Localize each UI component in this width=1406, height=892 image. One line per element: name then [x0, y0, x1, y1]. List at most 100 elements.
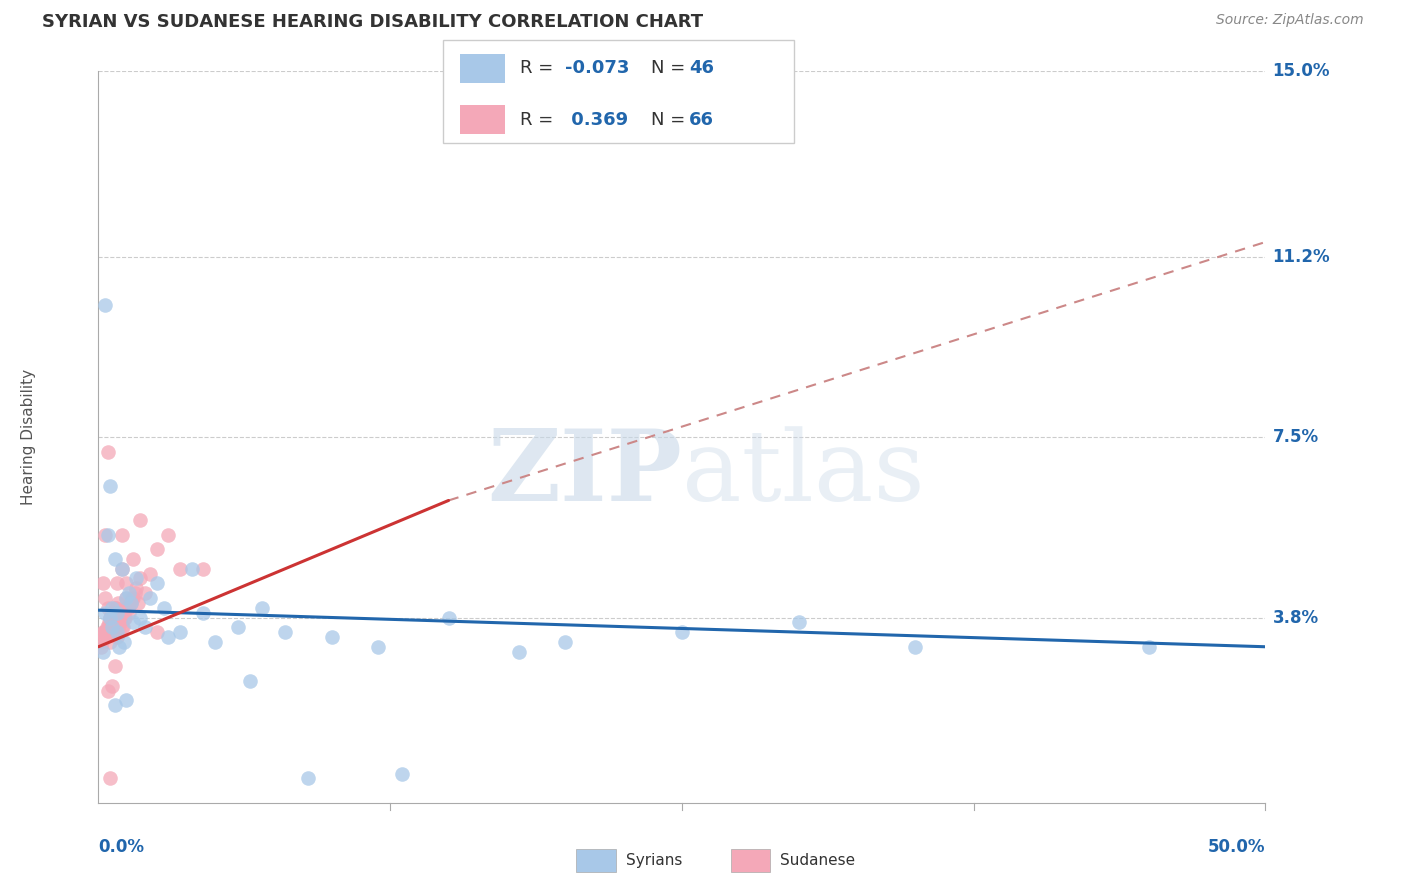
Point [157, 630, 180, 644]
Point [671, 625, 693, 640]
Point [91, 576, 114, 591]
Point [297, 772, 319, 786]
Point [122, 591, 145, 605]
Point [111, 620, 134, 634]
Point [134, 620, 156, 634]
Point [122, 615, 145, 630]
Point [97, 527, 120, 541]
Text: R =: R = [520, 60, 560, 78]
Text: Sudanese: Sudanese [780, 854, 855, 868]
Point [90, 635, 112, 649]
Point [115, 591, 138, 605]
Text: 15.0%: 15.0% [1272, 62, 1330, 80]
Point [193, 562, 215, 576]
Point [118, 586, 141, 600]
Text: 3.8%: 3.8% [1272, 608, 1319, 626]
Point [98, 772, 121, 786]
Point [104, 625, 127, 640]
Text: Source: ZipAtlas.com: Source: ZipAtlas.com [1216, 13, 1364, 28]
Point [193, 606, 215, 620]
Point [111, 562, 134, 576]
Point [118, 606, 141, 620]
Point [101, 620, 124, 634]
Point [274, 625, 297, 640]
Point [94, 591, 117, 605]
Point [146, 625, 169, 640]
Point [108, 615, 131, 630]
Point [94, 606, 117, 620]
Point [94, 527, 117, 541]
Point [114, 610, 136, 624]
Point [157, 527, 180, 541]
Text: 7.5%: 7.5% [1272, 428, 1319, 446]
Point [321, 630, 343, 644]
Point [118, 596, 141, 610]
Text: atlas: atlas [682, 425, 925, 522]
Point [129, 572, 152, 586]
Point [104, 600, 127, 615]
Point [129, 513, 152, 527]
Point [111, 527, 134, 541]
Point [146, 576, 169, 591]
Point [108, 625, 131, 640]
Point [169, 625, 191, 640]
Point [169, 562, 191, 576]
Point [146, 542, 169, 557]
Point [105, 606, 128, 620]
Point [105, 625, 128, 640]
Point [90, 640, 112, 654]
Point [104, 552, 127, 566]
Text: ZIP: ZIP [486, 425, 682, 522]
Point [787, 615, 810, 630]
Text: -0.073: -0.073 [565, 60, 630, 78]
Point [112, 635, 135, 649]
Point [97, 444, 120, 458]
Text: 11.2%: 11.2% [1272, 248, 1330, 266]
Point [105, 630, 128, 644]
Point [101, 620, 124, 634]
Text: 46: 46 [689, 60, 714, 78]
Point [125, 572, 148, 586]
Point [97, 600, 120, 615]
Text: SYRIAN VS SUDANESE HEARING DISABILITY CORRELATION CHART: SYRIAN VS SUDANESE HEARING DISABILITY CO… [42, 13, 703, 31]
Point [111, 562, 134, 576]
Point [91, 625, 114, 640]
Point [125, 581, 148, 595]
Point [904, 640, 927, 654]
Point [94, 298, 117, 312]
Point [391, 766, 413, 780]
Point [107, 596, 129, 610]
Point [115, 576, 138, 591]
Point [98, 610, 121, 624]
Text: N =: N = [651, 60, 690, 78]
Point [98, 479, 121, 493]
Point [115, 591, 138, 605]
Text: Hearing Disability: Hearing Disability [21, 369, 35, 505]
Point [104, 659, 127, 673]
Point [91, 645, 114, 659]
Point [97, 620, 120, 634]
Point [124, 586, 146, 600]
Text: R =: R = [520, 111, 560, 128]
Point [134, 586, 156, 600]
Point [1137, 640, 1160, 654]
Point [250, 600, 273, 615]
Point [508, 645, 530, 659]
Point [239, 673, 262, 688]
Point [120, 596, 142, 610]
Point [94, 625, 117, 640]
Point [96, 620, 118, 634]
Point [97, 683, 120, 698]
Text: 66: 66 [689, 111, 714, 128]
Point [100, 610, 122, 624]
Point [127, 596, 149, 610]
Point [367, 640, 389, 654]
Point [115, 600, 138, 615]
Point [101, 679, 124, 693]
Point [103, 606, 125, 620]
Point [93, 625, 115, 640]
Point [91, 630, 114, 644]
Point [104, 698, 127, 713]
Point [121, 591, 143, 605]
Point [139, 591, 162, 605]
